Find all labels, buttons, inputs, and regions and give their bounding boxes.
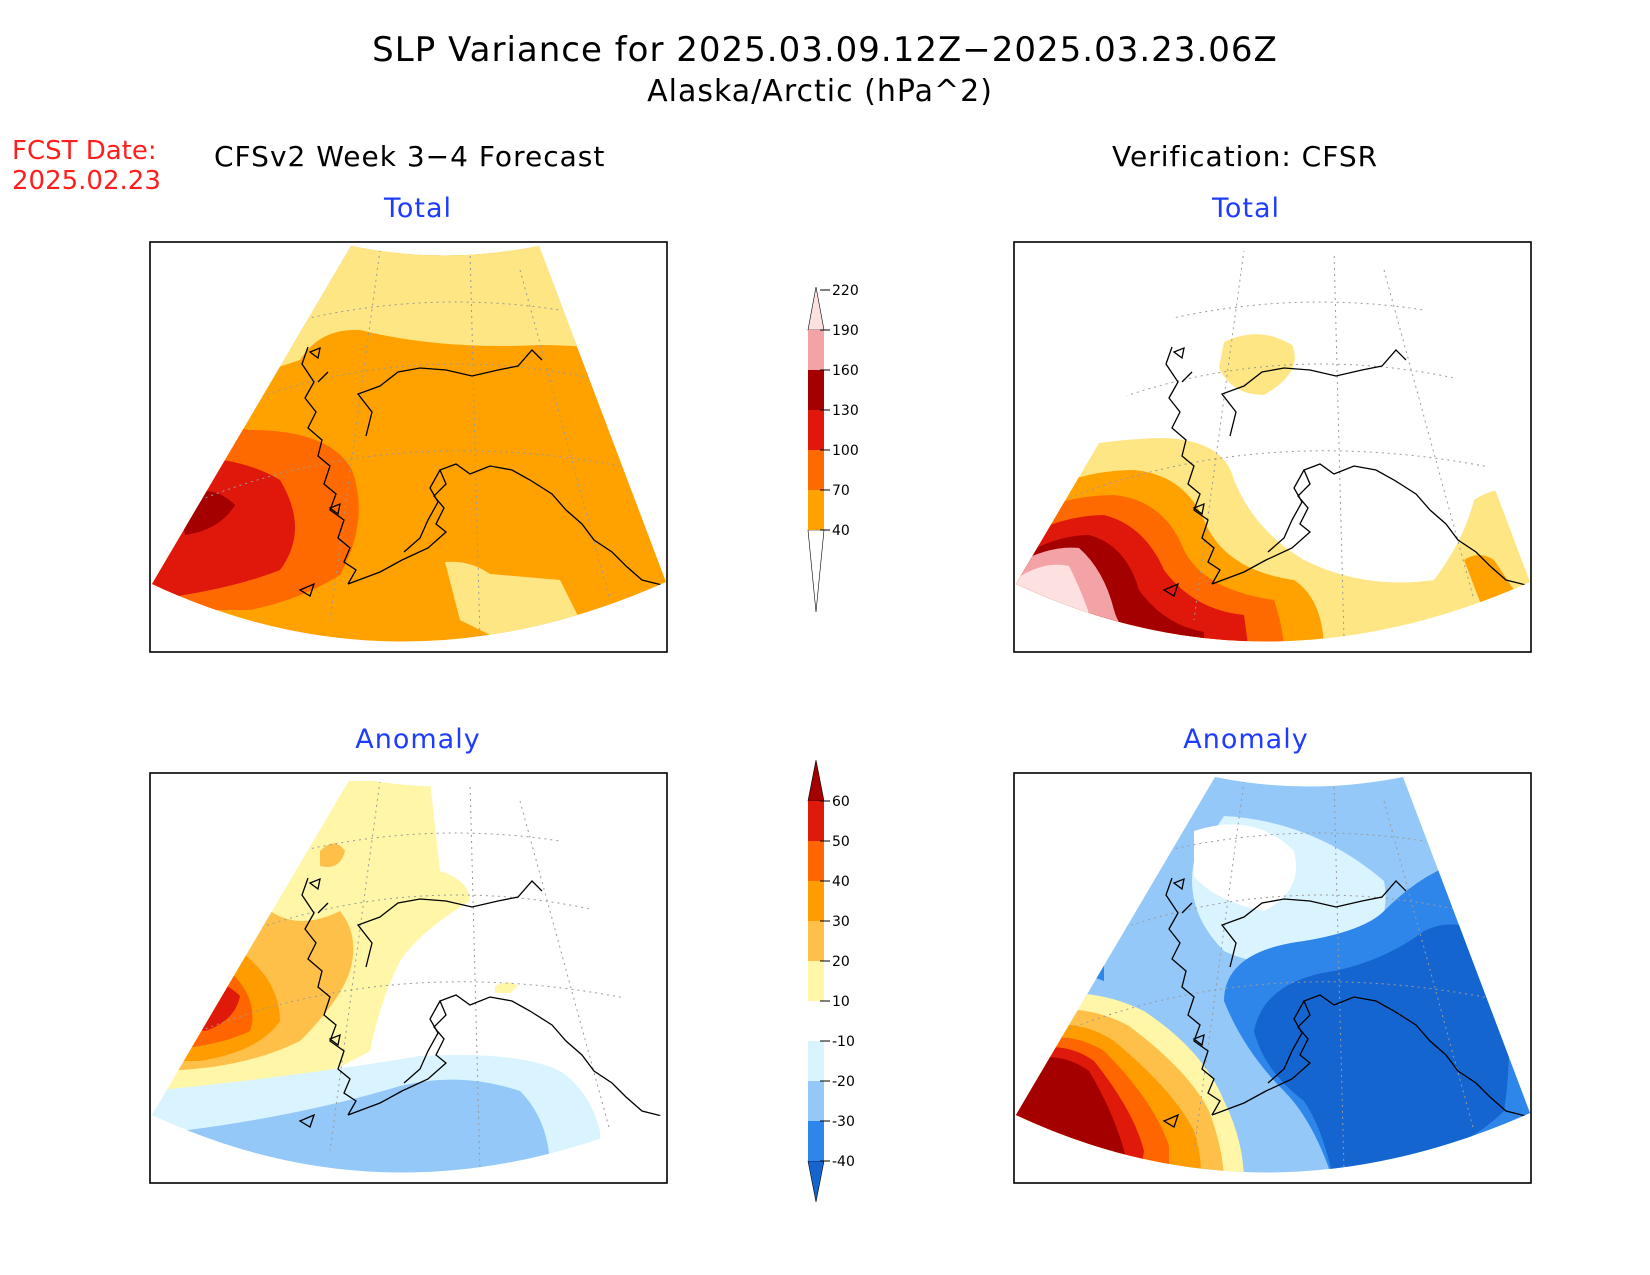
colorbar-swatch [808, 801, 824, 841]
colorbar-low-arrow [807, 1160, 825, 1203]
total-colorbar: 40 70 100 130 160 190 220 [807, 283, 859, 613]
colorbar-swatch [808, 1041, 824, 1081]
subtitle: Alaska/Arctic (hPa^2) [647, 74, 993, 109]
colorbar-tick-label: 70 [832, 483, 850, 499]
verification-anomaly-map [1013, 772, 1532, 1184]
colorbar-swatch [808, 1081, 824, 1121]
colorbar-swatch [808, 961, 824, 1001]
colorbar-tick-label: 220 [832, 283, 859, 299]
colorbar-low-arrow [807, 529, 825, 613]
colorbar-tick-label: 160 [832, 363, 859, 379]
forecast-date-label: FCST Date: [12, 136, 157, 166]
verification-total-title: Total [1211, 193, 1281, 224]
colorbar-swatch [808, 410, 824, 450]
colorbar-swatch [808, 1001, 824, 1041]
colorbar-tick-label: 40 [832, 523, 850, 539]
colorbar-tick-label: 20 [832, 954, 850, 970]
colorbar-swatch [808, 490, 824, 530]
anomaly-colorbar: -40 -30 -20 -10 10 20 30 40 50 60 [807, 759, 855, 1203]
main-title: SLP Variance for 2025.03.09.12Z−2025.03.… [372, 30, 1278, 70]
colorbar-high-arrow [807, 286, 825, 331]
forecast-total-title: Total [383, 193, 453, 224]
colorbar-tick-label: 40 [832, 874, 850, 890]
colorbar-high-arrow [807, 759, 825, 802]
colorbar-swatch [808, 841, 824, 881]
colorbar-tick-label: -40 [832, 1154, 855, 1170]
forecast-anomaly-map [149, 772, 668, 1184]
colorbar-swatch [808, 921, 824, 961]
colorbar-tick-label: 50 [832, 834, 850, 850]
colorbar-tick-label: -10 [832, 1034, 855, 1050]
colorbar-tick-label: 60 [832, 794, 850, 810]
forecast-date-value: 2025.02.23 [12, 166, 161, 196]
verification-column-heading: Verification: CFSR [1112, 140, 1379, 173]
colorbar-tick-label: 10 [832, 994, 850, 1010]
colorbar-tick-label: 130 [832, 403, 859, 419]
colorbar-tick-label: -20 [832, 1074, 855, 1090]
colorbar-swatch [808, 370, 824, 410]
colorbar-swatch [808, 881, 824, 921]
colorbar-swatch [808, 330, 824, 370]
colorbar-tick-label: 30 [832, 914, 850, 930]
forecast-column-heading: CFSv2 Week 3−4 Forecast [214, 140, 606, 173]
colorbar-tick-label: 100 [832, 443, 859, 459]
colorbar-tick-label: -30 [832, 1114, 855, 1130]
forecast-anomaly-title: Anomaly [355, 724, 481, 755]
forecast-total-map [149, 241, 668, 653]
colorbar-tick-label: 190 [832, 323, 859, 339]
colorbar-swatch [808, 1121, 824, 1161]
colorbar-swatch [808, 450, 824, 490]
verification-total-map [1013, 241, 1532, 653]
verification-anomaly-title: Anomaly [1183, 724, 1309, 755]
